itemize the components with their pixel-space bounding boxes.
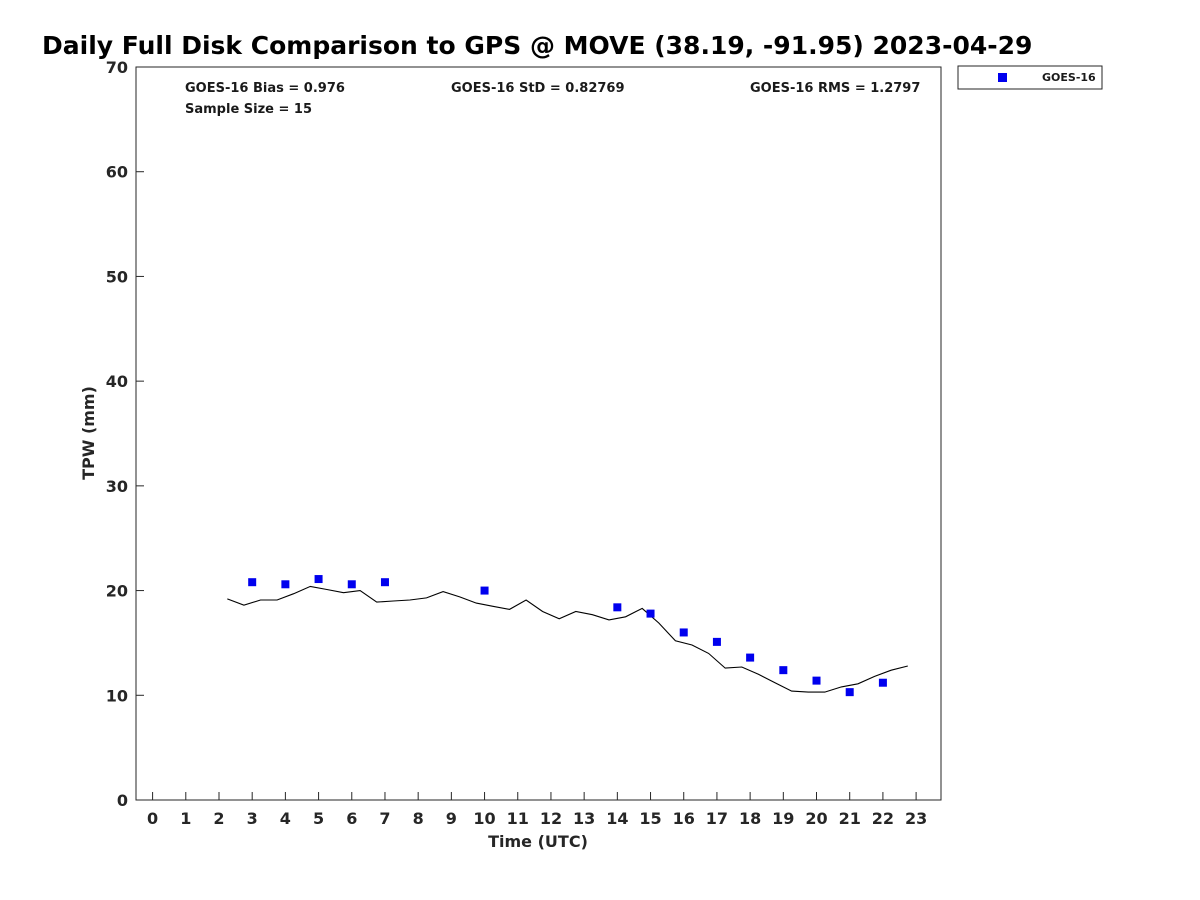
x-tick-label: 9 xyxy=(446,809,457,828)
x-tick-label: 3 xyxy=(247,809,258,828)
chart-title: Daily Full Disk Comparison to GPS @ MOVE… xyxy=(42,31,1032,60)
gps-line-series xyxy=(227,585,908,693)
x-tick-label: 20 xyxy=(805,809,827,828)
x-tick-label: 21 xyxy=(839,809,861,828)
x-tick-label: 12 xyxy=(540,809,562,828)
x-tick-label: 14 xyxy=(606,809,628,828)
y-tick-label: 20 xyxy=(106,582,128,601)
x-tick-label: 13 xyxy=(573,809,595,828)
y-tick-label: 10 xyxy=(106,686,128,705)
rms-stat: GOES-16 RMS = 1.2797 xyxy=(750,81,920,96)
x-tick-label: 2 xyxy=(213,809,224,828)
legend-marker xyxy=(998,73,1007,82)
y-tick-label: 30 xyxy=(106,477,128,496)
goes16-point xyxy=(878,678,887,687)
x-tick-label: 22 xyxy=(872,809,894,828)
goes16-point xyxy=(812,676,821,685)
goes16-point xyxy=(746,653,755,662)
x-tick-label: 17 xyxy=(706,809,728,828)
x-tick-label: 16 xyxy=(673,809,695,828)
legend: GOES-16 xyxy=(957,65,1103,90)
goes16-point xyxy=(779,666,788,675)
std-stat: GOES-16 StD = 0.82769 xyxy=(451,81,625,96)
x-tick-label: 15 xyxy=(639,809,661,828)
x-tick-label: 10 xyxy=(473,809,495,828)
bias-stat: GOES-16 Bias = 0.976 xyxy=(185,81,345,96)
gps-tpw-line xyxy=(227,585,908,693)
goes16-point xyxy=(380,578,389,587)
y-axis-label: TPW (mm) xyxy=(79,386,98,480)
y-axis-ticks: 0 10 20 30 40 50 60 70 xyxy=(106,58,144,810)
x-tick-label: 6 xyxy=(346,809,357,828)
goes16-point xyxy=(480,586,489,595)
x-tick-label: 0 xyxy=(147,809,158,828)
goes16-point xyxy=(679,628,688,637)
x-tick-label: 4 xyxy=(280,809,291,828)
legend-box xyxy=(957,65,1103,90)
x-tick-label: 18 xyxy=(739,809,761,828)
x-tick-label: 5 xyxy=(313,809,324,828)
plot-area-frame xyxy=(135,66,942,801)
x-axis-label: Time (UTC) xyxy=(488,832,588,851)
goes16-scatter-series xyxy=(248,575,887,697)
y-tick-label: 60 xyxy=(106,163,128,182)
goes16-point xyxy=(712,637,721,646)
sample-size-stat: Sample Size = 15 xyxy=(185,102,312,117)
x-tick-label: 1 xyxy=(180,809,191,828)
x-tick-label: 19 xyxy=(772,809,794,828)
x-axis-ticks: 0 1 2 3 4 5 6 7 8 9 10 11 12 13 14 15 16 17 18 19 20 21 22 23 xyxy=(147,792,927,828)
x-tick-label: 11 xyxy=(507,809,529,828)
goes16-point xyxy=(347,580,356,589)
y-tick-label: 50 xyxy=(106,267,128,286)
x-tick-label: 23 xyxy=(905,809,927,828)
goes16-point xyxy=(281,580,290,589)
goes16-point xyxy=(646,609,655,618)
y-tick-label: 40 xyxy=(106,372,128,391)
y-tick-label: 70 xyxy=(106,58,128,77)
y-tick-label: 0 xyxy=(117,791,128,810)
x-tick-label: 8 xyxy=(413,809,424,828)
goes16-point xyxy=(248,578,257,587)
legend-label: GOES-16 xyxy=(1042,71,1096,84)
x-tick-label: 7 xyxy=(379,809,390,828)
goes16-point xyxy=(314,575,323,584)
goes16-point xyxy=(613,603,622,612)
goes16-point xyxy=(845,688,854,697)
